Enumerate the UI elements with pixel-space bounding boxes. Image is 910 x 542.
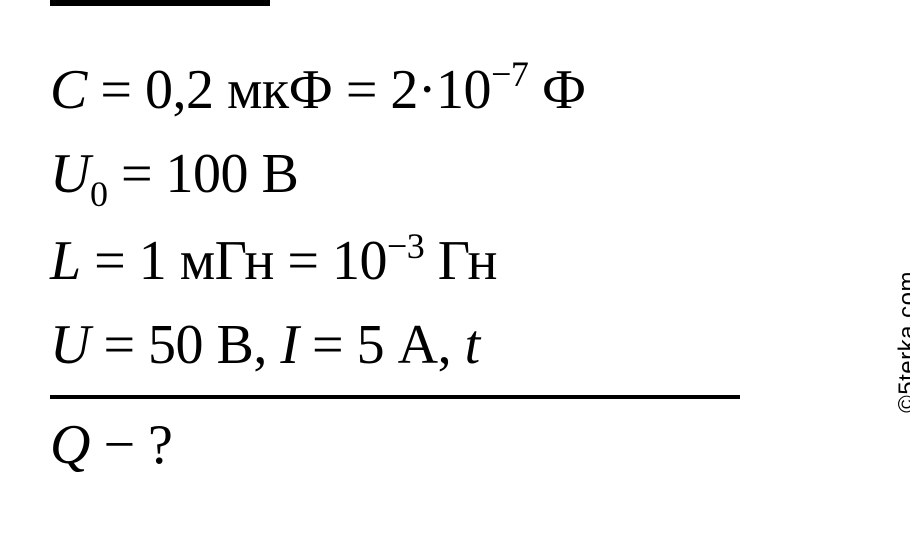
sub-zero: 0 xyxy=(90,174,108,214)
equation-capacitance: C = 0,2 мкФ = 2·10−7 Ф xyxy=(50,48,860,132)
eq-u-value: = 50 В, xyxy=(90,314,280,376)
eq-c-exp: −7 xyxy=(491,54,528,94)
eq-c-unit: Ф xyxy=(528,59,585,121)
var-i: I xyxy=(280,314,298,376)
eq-unknown-mark: − ? xyxy=(90,414,172,476)
eq-l-unit: Гн xyxy=(424,230,497,292)
var-l: L xyxy=(50,230,81,292)
eq-u0-value: = 100 В xyxy=(107,143,298,205)
eq-l-exp: −3 xyxy=(387,226,424,266)
var-t: t xyxy=(465,314,480,376)
var-q: Q xyxy=(50,414,90,476)
equation-inductance: L = 1 мГн = 10−3 Гн xyxy=(50,219,860,303)
var-u0: U xyxy=(50,143,90,205)
eq-c-value: = 0,2 мкФ = 2·10 xyxy=(87,59,491,121)
var-c: C xyxy=(50,59,87,121)
top-bar-decoration xyxy=(50,0,270,6)
problem-divider xyxy=(50,395,740,399)
equation-unknown: Q − ? xyxy=(50,403,860,487)
eq-i-value: = 5 А, xyxy=(299,314,465,376)
equation-given-values: U = 50 В, I = 5 А, t xyxy=(50,303,860,387)
eq-l-value: = 1 мГн = 10 xyxy=(81,230,387,292)
watermark-text: ©5terka.com xyxy=(894,271,910,413)
problem-content: C = 0,2 мкФ = 2·10−7 Ф U0 = 100 В L = 1 … xyxy=(0,0,910,507)
var-u: U xyxy=(50,314,90,376)
equation-voltage-initial: U0 = 100 В xyxy=(50,132,860,219)
